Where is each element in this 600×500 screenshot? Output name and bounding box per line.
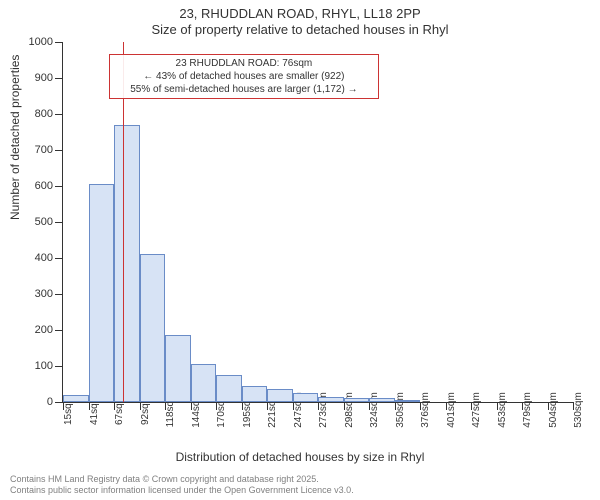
histogram-bar — [267, 389, 293, 402]
x-tick-label: 453sqm — [497, 392, 508, 428]
x-tick-label: 350sqm — [395, 392, 406, 428]
y-tick-label: 1000 — [29, 36, 53, 48]
plot-area: 0100200300400500600700800900100015sqm41s… — [62, 42, 573, 403]
annotation-line2: ← 43% of detached houses are smaller (92… — [116, 70, 372, 83]
histogram-bar — [89, 184, 115, 402]
y-tick-label: 200 — [35, 324, 53, 336]
histogram-bar — [395, 400, 421, 402]
chart-title-line2: Size of property relative to detached ho… — [0, 22, 600, 37]
y-tick-label: 700 — [35, 144, 53, 156]
chart-title-line1: 23, RHUDDLAN ROAD, RHYL, LL18 2PP — [0, 6, 600, 21]
y-tick — [55, 150, 63, 151]
y-tick — [55, 42, 63, 43]
y-tick — [55, 294, 63, 295]
x-tick-label: 376sqm — [420, 392, 431, 428]
annotation-box: 23 RHUDDLAN ROAD: 76sqm ← 43% of detache… — [109, 54, 379, 99]
histogram-bar — [216, 375, 242, 402]
y-tick — [55, 114, 63, 115]
x-tick-label: 479sqm — [522, 392, 533, 428]
x-axis-label: Distribution of detached houses by size … — [0, 450, 600, 464]
y-tick-label: 800 — [35, 108, 53, 120]
y-axis-label: Number of detached properties — [8, 55, 22, 220]
histogram-bar — [293, 393, 319, 402]
histogram-bar — [165, 335, 191, 402]
x-tick-label: 530sqm — [573, 392, 584, 428]
y-tick — [55, 258, 63, 259]
histogram-bar — [191, 364, 217, 402]
y-tick — [55, 222, 63, 223]
y-tick-label: 0 — [47, 396, 53, 408]
annotation-line3: 55% of semi-detached houses are larger (… — [116, 83, 372, 96]
y-tick-label: 100 — [35, 360, 53, 372]
histogram-bar — [63, 395, 89, 402]
y-tick — [55, 402, 63, 403]
x-tick-label: 427sqm — [471, 392, 482, 428]
y-tick — [55, 330, 63, 331]
y-tick — [55, 78, 63, 79]
y-tick-label: 400 — [35, 252, 53, 264]
histogram-bar — [318, 397, 344, 402]
y-tick-label: 300 — [35, 288, 53, 300]
y-tick-label: 600 — [35, 180, 53, 192]
footer-text: Contains HM Land Registry data © Crown c… — [10, 474, 354, 496]
footer-line2: Contains public sector information licen… — [10, 485, 354, 496]
y-tick-label: 500 — [35, 216, 53, 228]
chart-container: 23, RHUDDLAN ROAD, RHYL, LL18 2PP Size o… — [0, 0, 600, 500]
x-tick-label: 504sqm — [548, 392, 559, 428]
histogram-bar — [114, 125, 140, 402]
x-tick-label: 401sqm — [446, 392, 457, 428]
annotation-line1: 23 RHUDDLAN ROAD: 76sqm — [116, 57, 372, 70]
histogram-bar — [369, 398, 395, 402]
y-tick-label: 900 — [35, 72, 53, 84]
histogram-bar — [140, 254, 166, 402]
footer-line1: Contains HM Land Registry data © Crown c… — [10, 474, 354, 485]
y-tick — [55, 186, 63, 187]
y-tick — [55, 366, 63, 367]
histogram-bar — [344, 398, 370, 402]
histogram-bar — [242, 386, 268, 402]
